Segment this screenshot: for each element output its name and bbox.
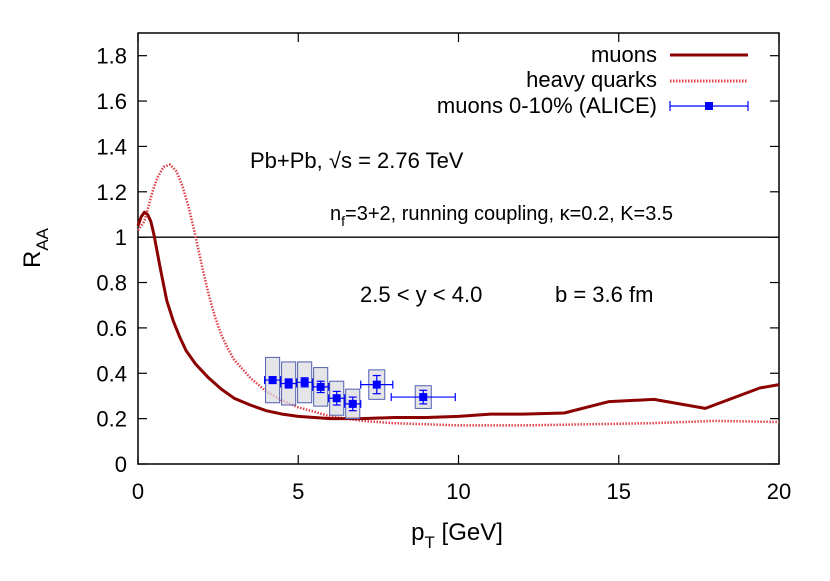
annotation-rapidity: 2.5 < y < 4.0 <box>360 282 482 307</box>
y-tick-label-1: 0.2 <box>96 407 127 432</box>
data-point-6 <box>372 380 381 389</box>
legend: muons heavy quarks muons 0-10% (ALICE) <box>437 42 749 118</box>
x-tick-label-4: 20 <box>767 479 791 504</box>
data-points-group <box>263 356 456 420</box>
x-tick-label-0: 0 <box>132 479 144 504</box>
annotation-parameters: nf=3+2, running coupling, κ=0.2, K=3.5 <box>330 203 673 229</box>
data-point-1 <box>284 379 293 388</box>
y-tick-label-3: 0.6 <box>96 316 127 341</box>
x-axis-label: pT [GeV] <box>411 519 503 552</box>
x-tick-label-1: 5 <box>292 479 304 504</box>
series-group <box>136 163 780 427</box>
data-point-7 <box>419 393 428 402</box>
y-tick-label-7: 1.4 <box>96 134 127 159</box>
axis-ticks: 0 5 10 15 20 0 0.2 0.4 0.6 0.8 1 1.2 1.4 1.6 1.8 <box>96 33 791 504</box>
y-tick-label-5: 1 <box>115 225 127 250</box>
legend-label-heavy-quarks: heavy quarks <box>526 67 657 92</box>
y-axis-label: RAA <box>19 227 52 268</box>
data-point-5 <box>348 399 357 408</box>
x-tick-label-2: 10 <box>446 479 470 504</box>
x-tick-label-3: 15 <box>607 479 631 504</box>
annotation-system: Pb+Pb, √s = 2.76 TeV <box>250 148 464 173</box>
y-tick-label-9: 1.8 <box>96 44 127 69</box>
legend-swatch-alice <box>669 101 749 111</box>
data-point-0 <box>268 376 277 385</box>
y-tick-label-0: 0 <box>115 452 127 477</box>
y-tick-label-8: 1.6 <box>96 89 127 114</box>
series-line-heavy-quarks <box>136 163 780 427</box>
y-tick-label-6: 1.2 <box>96 180 127 205</box>
y-tick-label-2: 0.4 <box>96 361 127 386</box>
legend-label-alice: muons 0-10% (ALICE) <box>437 93 657 118</box>
data-point-2 <box>300 378 309 387</box>
series-line-muons <box>136 210 780 421</box>
y-tick-label-4: 0.8 <box>96 271 127 296</box>
legend-label-muons: muons <box>591 42 657 67</box>
data-point-3 <box>316 382 325 391</box>
data-point-4 <box>332 394 341 403</box>
annotation-impact-parameter: b = 3.6 fm <box>555 282 653 307</box>
